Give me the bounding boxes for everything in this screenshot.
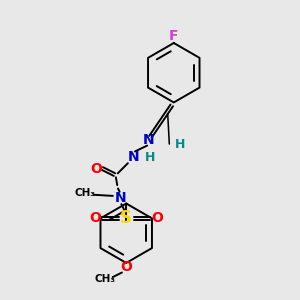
Text: CH₃: CH₃ — [95, 274, 116, 284]
Text: O: O — [120, 260, 132, 274]
Text: N: N — [115, 190, 126, 205]
Text: H: H — [175, 138, 185, 151]
Text: O: O — [91, 162, 102, 176]
Text: S: S — [120, 209, 132, 227]
Text: F: F — [169, 28, 178, 43]
Text: CH₃: CH₃ — [74, 188, 95, 198]
Text: O: O — [152, 212, 164, 225]
Text: H: H — [145, 151, 155, 164]
Text: N: N — [143, 133, 154, 147]
Text: N: N — [128, 150, 140, 164]
Text: O: O — [89, 212, 101, 225]
